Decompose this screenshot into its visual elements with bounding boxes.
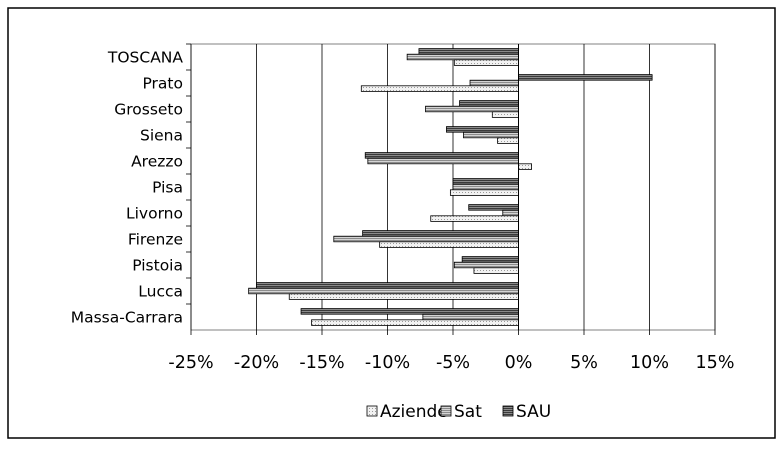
bar-sau (300, 308, 519, 315)
bar-sau (446, 126, 519, 133)
bar-aziende (360, 85, 519, 92)
legend-swatch-sat (440, 405, 452, 417)
bar-aziende (453, 59, 519, 66)
bar-sau (364, 152, 519, 159)
x-tick-label: -25% (168, 353, 213, 373)
category-label: TOSCANA (107, 49, 184, 67)
bar-aziende (497, 137, 519, 144)
x-tick-label: -20% (234, 353, 279, 373)
legend-swatch-sau (502, 405, 514, 417)
category-label: Grosseto (114, 101, 183, 119)
bar-sau (418, 48, 519, 55)
bar-aziende (473, 267, 519, 274)
bar-sat (248, 287, 519, 295)
bar-sau (256, 282, 519, 289)
bar-aziende (430, 215, 519, 222)
bar-sau (452, 178, 519, 185)
bar-sau (459, 100, 519, 107)
legend: Aziende Sat SAU (366, 402, 551, 422)
bar-aziende (379, 241, 519, 248)
legend-label-aziende: Aziende (380, 402, 448, 422)
bar-aziende (288, 293, 519, 300)
bar-sat (463, 131, 519, 139)
legend-label-sau: SAU (516, 402, 551, 422)
bar-aziende (311, 319, 519, 326)
bar-aziende (449, 189, 519, 196)
category-label: Prato (142, 75, 183, 93)
bar-sat (502, 209, 519, 217)
plot-area: -25% -20% -15% -10% -5% 0% 5% 10% 15% TOSCANA Prat… (71, 43, 735, 373)
x-tick-label: -15% (299, 353, 344, 373)
bar-sat (367, 157, 519, 165)
bar-sat (453, 261, 519, 269)
category-label: Firenze (128, 231, 183, 249)
category-label: Massa-Carrara (71, 309, 183, 327)
x-tick-label: 5% (570, 353, 598, 373)
legend-swatch-aziende (366, 405, 378, 417)
bar-aziende (518, 163, 533, 170)
category-label: Arezzo (131, 153, 183, 171)
category-label: Lucca (138, 283, 183, 301)
bar-sau (518, 74, 653, 81)
bar-sat (333, 235, 519, 243)
bar-sat (452, 183, 519, 191)
category-label: Pisa (152, 179, 183, 197)
category-label: Livorno (126, 205, 183, 223)
x-tick-label: 10% (630, 353, 669, 373)
bar-aziende (491, 111, 519, 118)
bar-sat (406, 53, 519, 61)
x-tick-label: 15% (696, 353, 735, 373)
bar-sau (468, 204, 519, 211)
bar-sat (425, 105, 519, 113)
bar-sat (469, 79, 519, 87)
x-tick-label: -5% (436, 353, 470, 373)
bar-sau (362, 230, 519, 237)
bar-sau (461, 256, 519, 263)
x-tick-label: 0% (505, 353, 533, 373)
bar-sat (422, 313, 519, 321)
legend-label-sat: Sat (454, 402, 482, 422)
category-label: Siena (140, 127, 183, 145)
category-label: Pistoia (132, 257, 183, 275)
chart-border (7, 7, 776, 439)
x-tick-label: -10% (365, 353, 410, 373)
